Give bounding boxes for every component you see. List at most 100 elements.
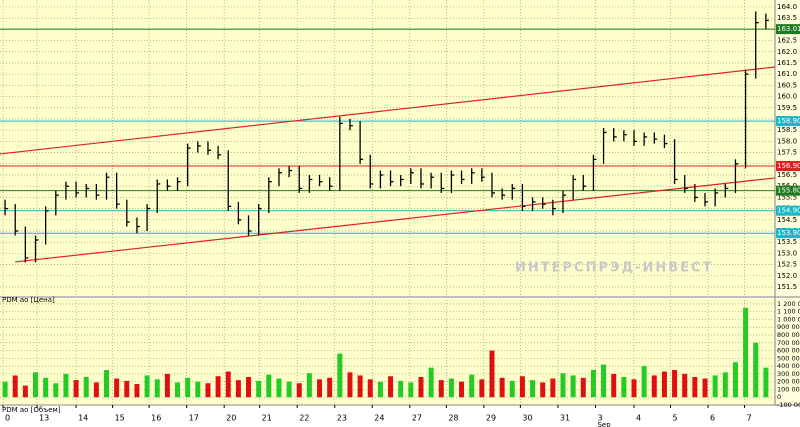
x-tick-label: 15 bbox=[115, 414, 125, 423]
y-tick-label: 160.5 bbox=[777, 81, 797, 89]
volume-bar bbox=[215, 376, 221, 398]
volume-bar bbox=[722, 372, 728, 398]
volume-bar bbox=[530, 380, 536, 398]
volume-bar bbox=[540, 382, 546, 398]
volume-bar bbox=[175, 382, 181, 398]
volume-bar bbox=[590, 370, 596, 398]
y-tick-label: 156.5 bbox=[777, 171, 797, 179]
volume-bar bbox=[398, 380, 404, 398]
volume-bar bbox=[641, 366, 647, 398]
volume-bar bbox=[438, 380, 444, 398]
level-tag bbox=[776, 116, 800, 127]
y-tick-label: 1 200 000 bbox=[777, 300, 800, 308]
y-tick-label: 900 000 bbox=[777, 323, 800, 331]
volume-bar bbox=[702, 378, 708, 398]
month-label: Sep bbox=[597, 421, 611, 427]
y-tick-label: 400 000 bbox=[777, 362, 800, 370]
y-tick-label: 0 bbox=[777, 393, 781, 401]
y-tick-label: 152.5 bbox=[777, 261, 797, 269]
price-pane bbox=[0, 0, 775, 296]
volume-bar bbox=[256, 380, 262, 398]
y-tick-label: 161.5 bbox=[777, 59, 797, 67]
volume-bar bbox=[53, 383, 59, 398]
y-tick-label: 600 000 bbox=[777, 347, 800, 355]
y-tick-label: 155.5 bbox=[777, 193, 797, 201]
y-tick-label: 163.5 bbox=[777, 14, 797, 22]
y-tick-label: 161.0 bbox=[777, 70, 797, 78]
trend-line bbox=[14, 177, 776, 263]
volume-bar bbox=[12, 375, 18, 398]
pane-title: PDM ao [Объем] bbox=[2, 406, 61, 414]
x-tick-label: 5 bbox=[673, 414, 678, 423]
volume-bar bbox=[550, 378, 556, 398]
y-tick-label: 158.0 bbox=[777, 137, 797, 145]
x-tick-label: 27 bbox=[412, 414, 422, 423]
volume-bar bbox=[367, 379, 373, 398]
x-tick-label: 14 bbox=[78, 414, 88, 423]
volume-bar bbox=[104, 370, 110, 398]
volume-bar bbox=[509, 380, 515, 398]
volume-bar bbox=[347, 372, 353, 398]
volume-bar bbox=[225, 371, 231, 398]
y-tick-label: 162.5 bbox=[777, 37, 797, 45]
x-tick-label: 24 bbox=[374, 414, 384, 423]
volume-bar bbox=[519, 376, 525, 398]
volume-bar bbox=[682, 373, 688, 398]
x-tick-label: 0 bbox=[5, 414, 10, 423]
y-tick-label: 1 100 000 bbox=[777, 308, 800, 316]
x-tick-label: 31 bbox=[560, 414, 570, 423]
volume-bar bbox=[205, 383, 211, 398]
volume-bar bbox=[327, 377, 333, 398]
level-tag bbox=[776, 205, 800, 216]
volume-bar bbox=[144, 375, 150, 398]
y-tick-label: 159.5 bbox=[777, 104, 797, 112]
y-tick-label: 153.0 bbox=[777, 249, 797, 257]
volume-bar bbox=[164, 373, 170, 398]
level-label: 158.904 bbox=[777, 117, 800, 125]
volume-bar bbox=[134, 384, 140, 398]
level-tag bbox=[776, 24, 800, 35]
y-tick-label: 700 000 bbox=[777, 339, 800, 347]
level-tag bbox=[776, 228, 800, 239]
volume-bar bbox=[124, 380, 130, 398]
watermark: ИНТЕРСПРЭД-ИНВЕСТ bbox=[515, 261, 713, 276]
volume-bar bbox=[489, 350, 495, 398]
y-tick-label: 151.5 bbox=[777, 283, 797, 291]
x-tick-label: 23 bbox=[337, 414, 347, 423]
x-tick-label: 7 bbox=[747, 414, 752, 423]
x-tick-label: 13 bbox=[39, 414, 49, 423]
x-tick-label: 29 bbox=[486, 414, 496, 423]
volume-bar bbox=[246, 377, 252, 398]
x-tick-label: 6 bbox=[710, 414, 715, 423]
volume-bar bbox=[763, 367, 769, 398]
volume-bar bbox=[601, 364, 607, 398]
x-tick-label: 17 bbox=[189, 414, 199, 423]
axis-strip bbox=[775, 0, 800, 405]
level-tag bbox=[776, 161, 800, 172]
y-tick-label: 164.0 bbox=[777, 3, 797, 11]
level-label: 156.900 bbox=[777, 162, 800, 170]
x-tick-label: 30 bbox=[522, 414, 532, 423]
level-label: 153.903 bbox=[777, 229, 800, 237]
y-tick-label: 158.5 bbox=[777, 126, 797, 134]
volume-bar bbox=[743, 307, 749, 398]
volume-bar bbox=[83, 377, 89, 398]
volume-bar bbox=[692, 377, 698, 398]
volume-bar bbox=[266, 374, 272, 398]
volume-bar bbox=[185, 377, 191, 398]
volume-bar bbox=[306, 373, 312, 398]
volume-bar bbox=[195, 381, 201, 398]
volume-bar bbox=[621, 377, 627, 398]
level-label: 155.800 bbox=[777, 187, 800, 195]
volume-bar bbox=[2, 381, 8, 398]
level-label: 154.906 bbox=[777, 207, 800, 215]
y-tick-label: 152.0 bbox=[777, 272, 797, 280]
volume-bar bbox=[388, 376, 394, 398]
volume-bar bbox=[114, 378, 120, 398]
y-tick-label: 100 000 bbox=[777, 385, 800, 393]
volume-bar bbox=[428, 367, 434, 398]
x-tick-label: 4 bbox=[636, 414, 641, 423]
y-tick-label: 162.0 bbox=[777, 48, 797, 56]
volume-bar bbox=[499, 377, 505, 398]
y-tick-label: 154.5 bbox=[777, 216, 797, 224]
